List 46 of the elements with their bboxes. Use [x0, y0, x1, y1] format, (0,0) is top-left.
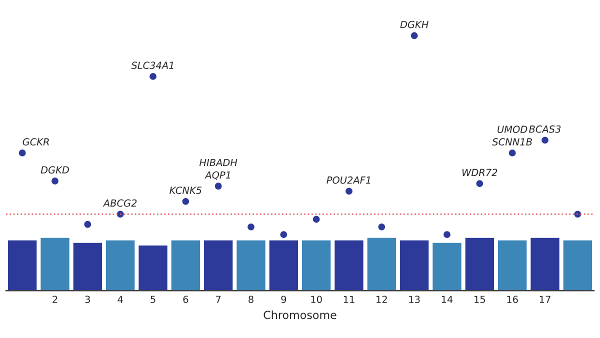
point — [182, 198, 190, 205]
x-tick-label: 15 — [474, 296, 486, 304]
x-tick-label: 7 — [216, 296, 221, 303]
annotation: SLC34A1 — [131, 62, 174, 70]
point — [248, 223, 254, 230]
annotation: KCNK5 — [170, 186, 202, 194]
x-tick-label: 2 — [52, 296, 58, 303]
x-tick-label: 16 — [507, 296, 518, 304]
annotation: POU2AF1 — [326, 176, 370, 184]
point — [508, 149, 516, 156]
point — [280, 231, 288, 238]
point — [52, 178, 58, 184]
point — [346, 188, 352, 195]
annotation: HIBADH — [199, 158, 238, 166]
x-tick-label: 11 — [344, 296, 354, 303]
x-tick-label: 3 — [85, 296, 90, 304]
annotation: GCKR — [22, 138, 49, 146]
x-tick-label: 13 — [409, 296, 420, 304]
point — [542, 136, 548, 144]
annotation: SCNN1B — [492, 138, 532, 146]
point — [378, 223, 386, 230]
annotation: DGKD — [40, 166, 69, 174]
x-axis-title: Chromosome — [264, 310, 336, 320]
annotation: WDR72 — [462, 168, 498, 176]
annotation: DGKH — [400, 20, 428, 28]
point — [312, 216, 320, 223]
x-tick-label: 14 — [442, 296, 453, 303]
x-tick-label: 9 — [281, 296, 286, 304]
x-tick-label: 10 — [311, 296, 322, 304]
annotation: BCAS3 — [529, 125, 561, 133]
point — [444, 231, 450, 238]
x-tick-label: 6 — [183, 296, 188, 304]
point — [214, 182, 222, 190]
point — [18, 149, 26, 156]
x-tick-label: 4 — [118, 296, 123, 303]
x-tick-label: 12 — [376, 296, 387, 303]
point — [410, 32, 418, 40]
point — [476, 180, 484, 188]
point — [84, 220, 92, 228]
x-tick-label: 17 — [540, 296, 550, 303]
x-tick-label: 8 — [248, 296, 254, 304]
annotation: UMOD — [498, 126, 528, 134]
x-tick-label: 5 — [150, 296, 156, 304]
annotation: ABCG2 — [102, 199, 137, 207]
point — [150, 72, 156, 80]
annotation: AQP1 — [204, 171, 230, 180]
